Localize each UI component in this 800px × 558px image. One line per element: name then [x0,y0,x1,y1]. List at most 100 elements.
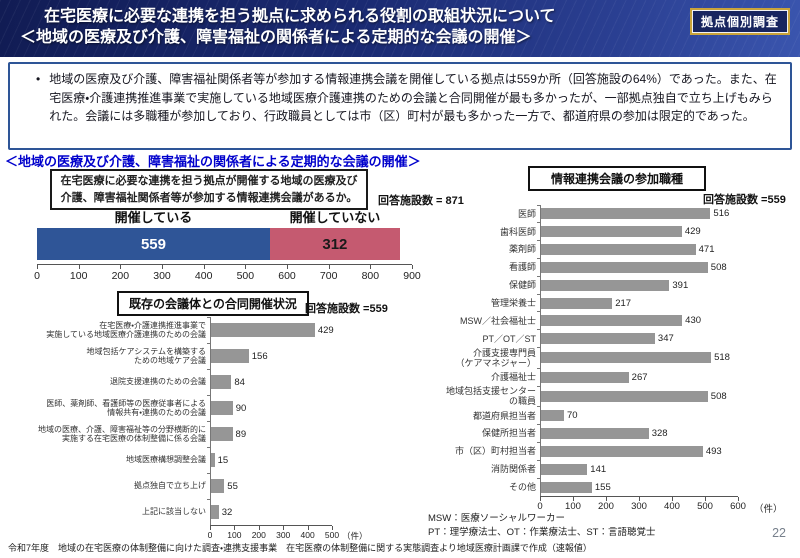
summary-text: 地域の医療及び介護、障害福祉関係者等が参加する情報連携会議を開催している拠点は5… [49,72,777,124]
bar-row: 薬剤師 471 [420,240,755,259]
bar-value: 89 [235,428,247,440]
footnote-msw: MSW：医療ソーシャルワーカー [428,513,566,524]
bar-value: 518 [714,352,730,364]
bar-value: 493 [705,445,722,457]
bar-category-label: 医師、薬剤師、看護師等の医療従事者による 情報共有・連携のための会議 [46,398,206,417]
bar-row: 退院支援連携のための会議 84 [37,368,337,395]
bar-track: 90 [207,394,332,421]
bar [541,315,683,327]
axis-tick-label: 400 [194,270,213,282]
bar-track: 70 [537,406,738,425]
bar [541,481,592,493]
stacked-bar-area: 559 312 [37,228,412,260]
bar [211,505,219,519]
bar [541,371,629,383]
axis-tick-mark [258,526,260,530]
bar-category-label: MSW／社会福祉士 [460,315,536,326]
axis-tick-mark [738,497,739,501]
bar-category-label: 拠点独自で立ち上げ [134,481,206,491]
bar-row: 在宅医療・介護連携推進事業で 実施している地域医療介護連携のための会議 429 [37,316,337,343]
axis-tick-label: 400 [664,501,680,512]
bar-category-label: 消防関係者 [490,464,536,475]
bar [541,352,712,364]
bar-category-label: 地域の医療、介護、障害福祉等の分野横断的に 実施する在宅医療の体制整備に係る会議 [38,424,206,443]
bar-row: 医師、薬剤師、看護師等の医療従事者による 情報共有・連携のための会議 90 [37,394,337,421]
bar-value: 156 [251,350,268,362]
axis-tick-label: 100 [227,530,242,540]
axis-tick-mark [332,526,333,530]
bar-row: 介護福祉士 267 [420,367,755,387]
bar-track: 493 [537,441,738,461]
bar-track: 347 [537,329,738,348]
bar [541,261,708,273]
page-title-line1: 在宅医療に必要な連携を担う拠点に求められる役割の取組状況について [44,8,556,25]
bar-row: 消防関係者 141 [420,459,755,479]
bar-row: 地域の医療、介護、障害福祉等の分野横断的に 実施する在宅医療の体制整備に係る会議… [37,420,337,447]
bar-category-label: 市（区）町村担当者 [454,446,536,457]
bar-row: 都道府県担当者 70 [420,406,755,425]
bar-category-label: 介護支援専門員 （ケアマネジャー） [455,347,536,368]
bar-value: 430 [685,315,702,327]
bar [541,279,670,291]
stacked-segment: 559 [37,228,270,260]
bar-row: 上記に該当しない 32 [37,498,337,525]
joint-meetings-chart-title: 既存の会議体との合同開催状況 [117,291,309,316]
bar [541,208,711,220]
stacked-segment: 312 [269,228,400,260]
axis-tick-mark [328,265,330,269]
joint-meetings-chart: 在宅医療・介護連携推進事業で 実施している地域医療介護連携のための会議 429 地域… [37,316,368,541]
bar-track: 89 [207,420,332,447]
bar-row: PT／OT／ST 347 [420,329,755,348]
bar-category-label: 医師 [517,208,536,219]
axis-unit-label: （件） [754,504,783,515]
bar-row: 保健師 391 [420,275,755,295]
bar-track: 155 [537,477,738,496]
stacked-bar: 559 312 [37,228,400,260]
bar-value: 15 [217,454,229,466]
section-heading: ＜地域の医療及び介護、障害福祉の関係者による定期的な会議の開催＞ [5,154,421,169]
bar-value: 516 [713,208,730,220]
bar-track: 429 [537,222,738,241]
axis-tick-mark [287,265,288,269]
bar-category-label: 看護師 [508,262,536,273]
bar-track: 516 [537,204,738,223]
bar-track: 15 [207,446,332,473]
axis-tick-label: 100 [69,270,88,282]
question-box: 在宅医療に必要な連携を担う拠点が開催する地域の医療及び 介護、障害福祉関係者等が… [50,169,368,210]
bar-row: 歯科医師 429 [420,222,755,241]
bar-category-label: 保健師 [508,280,536,291]
axis-tick-label: 0 [34,270,40,282]
bar [211,401,233,415]
bar-value: 90 [235,402,247,414]
bar-row: 市（区）町村担当者 493 [420,441,755,461]
bar-track: 471 [537,240,738,259]
bar-row: 保健所担当者 328 [420,424,755,443]
axis-tick-label: 0 [207,530,213,540]
bar [541,244,696,256]
respondents-count-871: 回答施設数 = 871 [378,195,464,207]
stacked-series-labels: 開催している 開催していない [37,209,412,226]
axis-tick-label: 700 [319,270,338,282]
bar [211,349,249,363]
bar [541,226,682,238]
page-title-line2: ＜地域の医療及び介護、障害福祉の関係者による定期的な会議の開催＞ [20,29,532,47]
bar-row: 地域包括ケアシステムを構築する ための地域ケア会議 156 [37,342,337,369]
bar-value: 347 [657,333,674,345]
participants-chart: 医師 516 歯科医師 429 薬剤師 471 看護師 508 保健師 391 管理栄養士 217 MS… [420,204,783,515]
header: 在宅医療に必要な連携を担う拠点に求められる役割の取組状況について ＜地域の医療及… [0,0,800,57]
bar-track: 508 [537,385,738,407]
bar-track: 32 [207,498,332,525]
bar-track: 55 [207,472,332,499]
bar-category-label: 在宅医療・介護連携推進事業で 実施している地域医療介護連携のための会議 [46,320,206,339]
axis-tick-label: 200 [598,501,614,512]
axis-tick-mark [671,497,673,501]
page-number: 22 [772,526,786,540]
axis-tick-mark [203,265,205,269]
bar-value: 429 [317,324,334,336]
bar-value: 155 [594,481,611,493]
respondents-count-559-left: 回答施設数 =559 [305,303,388,315]
axis-tick-label: 200 [111,270,130,282]
bar-value: 471 [698,244,715,256]
axis-tick-label: 300 [631,501,647,512]
participants-chart-title: 情報連携会議の参加職種 [528,166,706,191]
